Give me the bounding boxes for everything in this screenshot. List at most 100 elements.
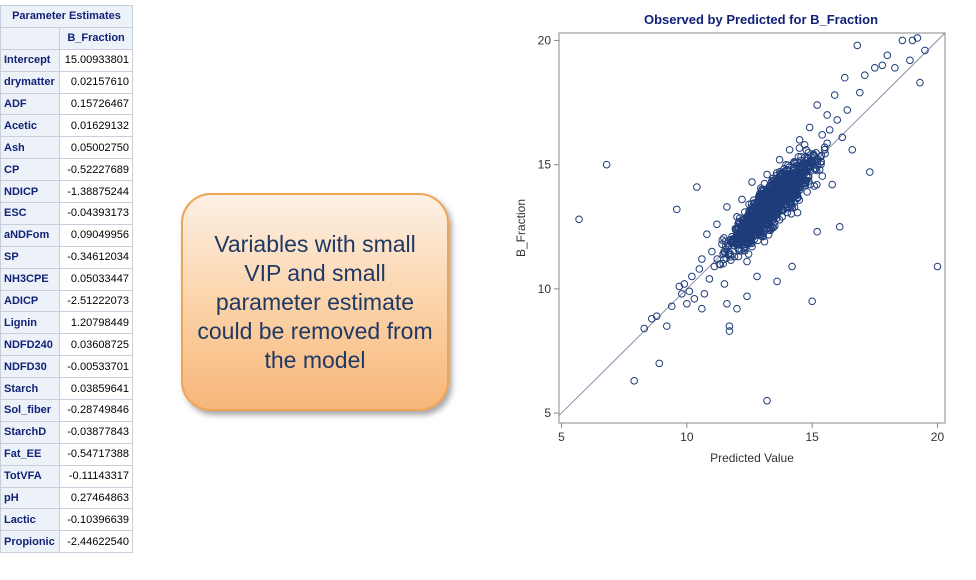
data-point bbox=[713, 220, 721, 229]
data-point bbox=[843, 106, 852, 114]
data-point bbox=[758, 232, 767, 240]
data-point bbox=[698, 255, 706, 263]
data-point bbox=[818, 131, 826, 139]
row-value: -0.28749846 bbox=[59, 399, 133, 422]
data-point bbox=[800, 160, 809, 168]
table-row: Intercept 15.00933801 bbox=[0, 48, 133, 72]
data-point bbox=[793, 208, 802, 217]
data-point bbox=[781, 195, 790, 204]
data-point bbox=[906, 56, 914, 65]
data-point bbox=[804, 172, 813, 180]
data-point bbox=[768, 206, 777, 215]
data-point bbox=[756, 189, 764, 198]
data-point bbox=[786, 201, 794, 209]
row-value: 0.03859641 bbox=[59, 377, 133, 401]
data-point bbox=[813, 180, 821, 189]
row-value: -0.00533701 bbox=[59, 355, 133, 379]
data-point bbox=[753, 210, 762, 218]
data-point bbox=[798, 165, 807, 173]
data-point bbox=[860, 71, 869, 80]
parameter-estimates-table: Parameter Estimates B_Fraction Intercept… bbox=[0, 5, 133, 554]
data-point bbox=[780, 192, 789, 201]
y-tick-label: 15 bbox=[538, 158, 552, 172]
data-point bbox=[816, 153, 824, 161]
column-header-b-fraction: B_Fraction bbox=[59, 26, 133, 50]
data-point bbox=[805, 123, 814, 132]
data-point bbox=[764, 196, 773, 204]
row-label: NH3CPE bbox=[0, 267, 61, 291]
data-point bbox=[803, 188, 811, 196]
data-point bbox=[652, 312, 661, 320]
data-point bbox=[838, 133, 847, 142]
table-title: Parameter Estimates bbox=[0, 5, 133, 28]
table-row: ADF 0.15726467 bbox=[0, 92, 133, 116]
data-point bbox=[743, 292, 751, 301]
x-axis-label: Predicted Value bbox=[710, 451, 794, 465]
data-point bbox=[797, 153, 805, 161]
table-row: Fat_EE -0.54717388 bbox=[0, 442, 133, 466]
row-label: Sol_fiber bbox=[0, 399, 61, 422]
x-tick-label: 15 bbox=[805, 430, 819, 444]
data-point bbox=[655, 359, 664, 368]
table-row: TotVFA -0.11143317 bbox=[0, 464, 133, 488]
row-label: NDICP bbox=[0, 180, 61, 204]
observed-by-predicted-chart: Observed by Predicted for B_Fraction 5 10… bbox=[495, 0, 976, 480]
table-row: CP -0.52227689 bbox=[0, 158, 133, 182]
row-value: 0.09049956 bbox=[59, 223, 133, 247]
row-value: 0.27464863 bbox=[59, 486, 133, 510]
data-point bbox=[729, 236, 738, 245]
row-label: aNDFom bbox=[0, 223, 61, 247]
row-label: Lignin bbox=[0, 311, 61, 335]
chart-title: Observed by Predicted for B_Fraction bbox=[644, 12, 878, 27]
data-point bbox=[739, 223, 747, 231]
data-point bbox=[916, 78, 924, 87]
row-label: NDFD30 bbox=[0, 355, 61, 379]
data-point bbox=[723, 299, 731, 308]
table-row: Lactic -0.10396639 bbox=[0, 508, 133, 532]
table-row: drymatter 0.02157610 bbox=[0, 70, 133, 94]
data-point bbox=[820, 145, 829, 154]
table-row: StarchD -0.03877843 bbox=[0, 420, 133, 444]
data-point bbox=[788, 262, 796, 271]
data-point bbox=[823, 111, 831, 119]
data-point bbox=[750, 218, 758, 226]
table-row: NDFD240 0.03608725 bbox=[0, 333, 133, 357]
row-value: 0.15726467 bbox=[59, 92, 133, 116]
row-value: -2.44622540 bbox=[59, 530, 133, 554]
row-value: -0.52227689 bbox=[59, 158, 133, 182]
data-point bbox=[769, 215, 777, 224]
data-point bbox=[727, 256, 735, 264]
data-point bbox=[763, 170, 771, 179]
table-row: NDICP -1.38875244 bbox=[0, 180, 133, 204]
data-point bbox=[772, 169, 781, 177]
data-point bbox=[695, 265, 704, 273]
row-value: -2.51222073 bbox=[59, 289, 133, 313]
table-row: Ash 0.05002750 bbox=[0, 136, 133, 160]
data-point bbox=[722, 241, 730, 250]
data-point bbox=[784, 186, 793, 195]
y-tick-label: 20 bbox=[538, 33, 552, 47]
data-point bbox=[785, 145, 794, 154]
data-point bbox=[835, 222, 844, 231]
data-point bbox=[768, 223, 776, 231]
data-point bbox=[898, 36, 907, 45]
data-point bbox=[823, 139, 831, 148]
data-point bbox=[772, 177, 781, 186]
row-value: -0.04393173 bbox=[59, 202, 133, 225]
data-point bbox=[788, 203, 797, 212]
data-point bbox=[740, 215, 748, 224]
data-point bbox=[602, 160, 611, 169]
data-point bbox=[723, 203, 731, 211]
data-point bbox=[833, 116, 842, 124]
data-point bbox=[742, 234, 751, 242]
table-row: Propionic -2.44622540 bbox=[0, 530, 133, 554]
data-point bbox=[775, 155, 784, 164]
data-point bbox=[809, 159, 818, 168]
data-point bbox=[866, 168, 874, 176]
row-value: 0.05002750 bbox=[59, 136, 133, 160]
data-point bbox=[789, 187, 798, 195]
data-point bbox=[703, 230, 711, 239]
table-row: SP -0.34612034 bbox=[0, 245, 133, 269]
plot-frame bbox=[558, 32, 946, 424]
row-value: 0.03608725 bbox=[59, 333, 133, 357]
